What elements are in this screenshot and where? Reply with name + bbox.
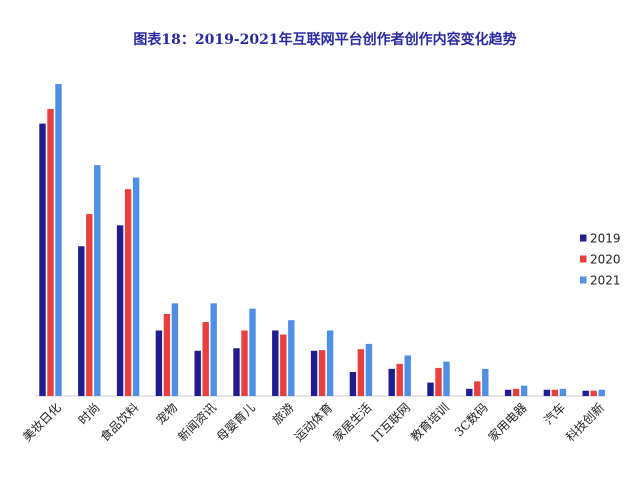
bar-2020-11 bbox=[474, 381, 481, 396]
bar-2019-3 bbox=[155, 330, 163, 396]
legend-swatch-2019 bbox=[580, 234, 587, 242]
legend-label-2020: 2020 bbox=[590, 253, 621, 267]
bar-2020-3 bbox=[163, 313, 171, 396]
bar-2020-8 bbox=[357, 349, 365, 396]
bar-2021-8 bbox=[365, 343, 373, 396]
legend-swatch-2021 bbox=[580, 276, 587, 284]
bar-2021-5 bbox=[249, 308, 256, 396]
bar-2021-2 bbox=[132, 177, 140, 396]
bar-2019-9 bbox=[388, 368, 395, 396]
bar-2021-13 bbox=[559, 388, 567, 396]
bar-2020-7 bbox=[318, 350, 326, 396]
x-tick-label: 宠物 bbox=[153, 400, 181, 428]
bar-2019-2 bbox=[116, 225, 124, 396]
x-tick-label: 家居生活 bbox=[330, 400, 375, 445]
bar-2019-11 bbox=[466, 388, 473, 396]
legend: 2019 2020 2021 bbox=[580, 232, 621, 288]
x-tick-label: 新闻资讯 bbox=[174, 400, 219, 445]
bar-2021-11 bbox=[482, 368, 489, 396]
x-tick-label: 3C数码 bbox=[451, 400, 490, 439]
bar-2020-2 bbox=[124, 189, 132, 396]
bar-2019-5 bbox=[233, 348, 240, 396]
x-tick-label: 科技创新 bbox=[562, 400, 607, 445]
bar-2020-12 bbox=[512, 388, 520, 396]
x-tick-label: 运动体育 bbox=[291, 400, 336, 445]
bar-2020-9 bbox=[396, 363, 403, 396]
x-tick-label: 旅游 bbox=[270, 400, 297, 427]
bar-2020-5 bbox=[241, 330, 248, 396]
x-tick-label: 教育培训 bbox=[407, 400, 452, 445]
chart-title: 图表18：2019-2021年互联网平台创作者创作内容变化趋势 bbox=[133, 31, 516, 48]
bar-2021-1 bbox=[94, 165, 101, 396]
x-tick-label: 汽车 bbox=[541, 400, 569, 428]
bar-2021-6 bbox=[288, 320, 295, 396]
bar-2021-12 bbox=[520, 385, 528, 396]
bar-2019-0 bbox=[39, 123, 46, 397]
bar-2020-14 bbox=[590, 390, 597, 396]
bar-2021-10 bbox=[443, 361, 450, 396]
bar-2021-14 bbox=[598, 389, 605, 396]
bar-2019-1 bbox=[78, 246, 85, 396]
bar-2021-7 bbox=[326, 330, 334, 396]
x-tick-label: 母婴育儿 bbox=[213, 400, 258, 445]
bar-2019-13 bbox=[543, 389, 551, 396]
bars-group bbox=[39, 84, 605, 397]
bar-2019-10 bbox=[427, 382, 434, 396]
bar-2021-4 bbox=[210, 303, 217, 396]
bar-2019-4 bbox=[194, 350, 201, 396]
bar-2021-3 bbox=[171, 303, 179, 396]
x-tick-label: 美妆日化 bbox=[20, 400, 64, 444]
legend-label-2019: 2019 bbox=[590, 232, 621, 246]
bar-2019-12 bbox=[504, 389, 512, 396]
legend-label-2021: 2021 bbox=[590, 274, 621, 288]
bar-2021-9 bbox=[404, 355, 411, 396]
bar-2020-10 bbox=[435, 367, 442, 396]
bar-2019-14 bbox=[582, 390, 589, 396]
x-tick-label: 时尚 bbox=[76, 400, 103, 427]
bar-2019-6 bbox=[272, 330, 279, 396]
bar-2020-4 bbox=[202, 322, 209, 396]
bar-2019-8 bbox=[349, 371, 357, 396]
bar-2020-13 bbox=[551, 389, 559, 396]
bar-2020-0 bbox=[47, 108, 54, 397]
bar-2021-0 bbox=[55, 84, 62, 396]
x-tick-label: 食品饮料 bbox=[97, 400, 142, 445]
bar-2020-1 bbox=[86, 214, 93, 396]
bar-2020-6 bbox=[280, 334, 287, 396]
legend-swatch-2020 bbox=[580, 255, 587, 263]
x-tick-label: IT互联网 bbox=[369, 400, 413, 444]
x-tick-label: 家用电器 bbox=[485, 400, 530, 445]
bar-2019-7 bbox=[310, 350, 318, 396]
